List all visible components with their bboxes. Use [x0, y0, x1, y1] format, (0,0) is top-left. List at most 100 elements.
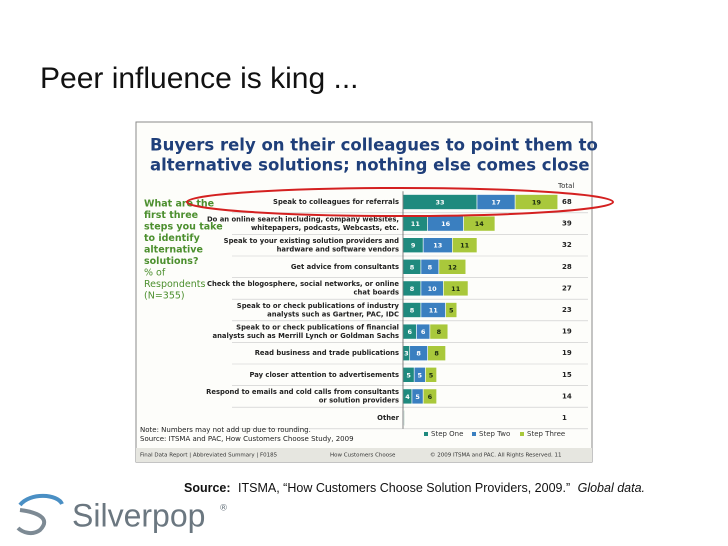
value-label: 8 — [416, 350, 421, 358]
value-label: 5 — [406, 371, 411, 379]
logo-swirl — [16, 508, 47, 536]
bar-segment — [452, 237, 478, 253]
chart-footer: © 2009 ITSMA and PAC. All Rights Reserve… — [430, 452, 562, 459]
question: to identify — [144, 233, 201, 244]
category-label: Speak to or check publications of indust… — [237, 302, 400, 310]
category-label: Speak to your existing solution provider… — [224, 237, 399, 245]
bar-segment — [422, 388, 437, 405]
value-label: 19 — [532, 199, 542, 207]
category-label: whitepapers, podcasts, Webcasts, etc. — [251, 224, 399, 232]
bar-segment — [427, 345, 446, 362]
bar-segment — [443, 280, 469, 297]
bar-segment — [438, 258, 467, 275]
source-line: Source: ITSMA, “How Customers Choose Sol… — [184, 481, 645, 495]
total-label: 1 — [562, 414, 567, 422]
category-label: Other — [377, 414, 399, 422]
total-label: 19 — [562, 328, 572, 336]
question: first three — [144, 210, 198, 221]
total-label: 27 — [562, 284, 572, 292]
category-label: Pay closer attention to advertisements — [249, 371, 399, 379]
slide-title: Peer influence is king ... — [40, 62, 359, 95]
total-label: 23 — [562, 306, 572, 314]
value-label: 4 — [405, 393, 410, 401]
value-label: 11 — [451, 285, 461, 293]
legend-label: Step Three — [527, 430, 565, 438]
legend-swatch — [424, 432, 428, 436]
bar-segment — [425, 366, 437, 383]
chart-title: alternative solutions; nothing else come… — [150, 156, 590, 175]
value-label: 8 — [434, 350, 439, 358]
value-label: 5 — [429, 371, 434, 379]
legend-label: Step Two — [479, 430, 510, 438]
chart-title: Buyers rely on their colleagues to point… — [150, 136, 598, 155]
legend-swatch — [520, 432, 524, 436]
value-label: 17 — [492, 199, 501, 207]
logo-swirl — [18, 493, 64, 507]
logo-text: Silverpop — [72, 497, 205, 533]
category-label: Speak to colleagues for referrals — [273, 198, 399, 206]
value-label: 5 — [415, 393, 420, 401]
total-label: 19 — [562, 349, 572, 357]
value-label: 9 — [411, 242, 416, 250]
value-label: 5 — [449, 307, 454, 315]
value-label: 8 — [410, 285, 415, 293]
category-label: Respond to emails and cold calls from co… — [206, 388, 399, 396]
category-label: chat boards — [354, 289, 399, 297]
bar-segment — [445, 302, 458, 318]
category-label: Get advice from consultants — [291, 263, 399, 271]
value-label: 8 — [428, 263, 433, 271]
category-label: Check the blogosphere, social networks, … — [207, 280, 399, 288]
total-label: 32 — [562, 241, 572, 249]
category-label: or solution providers — [319, 397, 399, 405]
value-label: 6 — [407, 328, 412, 336]
highlight-ellipse — [186, 187, 614, 217]
bar-segment — [514, 194, 559, 210]
category-label: analysts such as Merrill Lynch or Goldma… — [212, 332, 399, 340]
legend-swatch — [472, 432, 476, 436]
category-label: Read business and trade publications — [255, 349, 399, 357]
value-label: 10 — [428, 285, 438, 293]
category-label: Do an online search including, company w… — [207, 215, 399, 223]
value-label: 12 — [448, 263, 457, 271]
chart-footer: Final Data Report | Abbreviated Summary … — [140, 453, 278, 459]
source-note: Global data. — [578, 481, 645, 495]
question: Respondents — [144, 279, 205, 290]
question: alternative — [144, 245, 203, 256]
value-label: 11 — [460, 242, 470, 250]
value-label: 33 — [435, 199, 444, 207]
value-label: 8 — [410, 307, 415, 315]
total-label: 15 — [562, 371, 572, 379]
logo: Silverpop ® — [16, 493, 228, 536]
bar-segment — [463, 215, 496, 232]
value-label: 13 — [433, 242, 442, 250]
question: steps you take — [144, 222, 223, 233]
bar-segment — [429, 323, 449, 340]
category-label: hardware and software vendors — [277, 245, 399, 253]
value-label: 5 — [418, 371, 423, 379]
value-label: 6 — [428, 393, 433, 401]
value-label: 8 — [410, 263, 415, 271]
category-label: Speak to or check publications of financ… — [236, 323, 399, 331]
total-header: Total — [557, 182, 574, 190]
chart-frame — [135, 121, 593, 463]
chart-footer: How Customers Choose — [330, 453, 396, 459]
total-label: 39 — [562, 220, 572, 228]
value-label: 3 — [404, 350, 409, 358]
note: Source: ITSMA and PAC, How Customers Cho… — [140, 435, 354, 443]
value-label: 16 — [441, 220, 451, 228]
source-label: Source: — [184, 481, 231, 495]
total-label: 68 — [562, 198, 572, 206]
value-label: 6 — [421, 328, 426, 336]
bar-segment — [404, 410, 406, 426]
source-text: ITSMA, “How Customers Choose Solution Pr… — [238, 481, 570, 495]
value-label: 11 — [411, 220, 421, 228]
question: What are the — [144, 199, 214, 210]
total-label: 14 — [562, 392, 572, 400]
value-label: 11 — [429, 307, 439, 315]
legend-label: Step One — [431, 430, 463, 438]
value-label: 8 — [437, 328, 442, 336]
category-label: analysts such as Gartner, PAC, IDC — [267, 310, 399, 318]
logo-mark: ® — [219, 504, 228, 514]
question: solutions? — [144, 256, 198, 267]
value-label: 14 — [475, 220, 485, 228]
